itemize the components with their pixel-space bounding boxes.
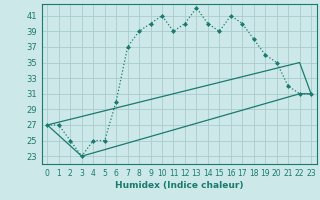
X-axis label: Humidex (Indice chaleur): Humidex (Indice chaleur) [115, 181, 244, 190]
